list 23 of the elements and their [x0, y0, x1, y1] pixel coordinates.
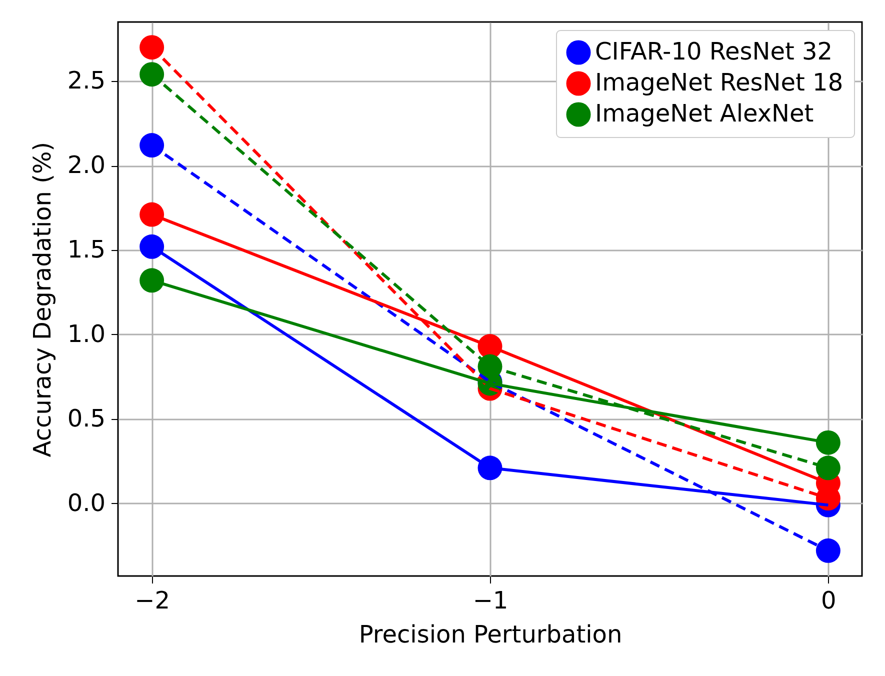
x-tick-label: −1 [472, 586, 508, 614]
point [140, 35, 164, 60]
point [816, 538, 840, 563]
y-axis-title: Accuracy Degradation (%) [28, 142, 56, 458]
point [140, 62, 164, 87]
y-tick-label: 0.0 [67, 488, 106, 517]
point [140, 133, 164, 158]
point [140, 202, 164, 227]
point [140, 268, 164, 293]
point [816, 430, 840, 455]
x-tick-label: −2 [134, 586, 170, 614]
point [816, 456, 840, 480]
point [140, 234, 164, 259]
y-tick-label: 1.5 [67, 236, 106, 264]
legend-label: ImageNet ResNet 18 [595, 68, 844, 96]
legend-label: CIFAR-10 ResNet 32 [595, 38, 833, 66]
y-tick-label: 2.5 [67, 66, 106, 95]
y-tick-label: 0.5 [67, 404, 106, 432]
x-tick-label: 0 [821, 586, 836, 614]
y-tick-label: 1.0 [67, 320, 106, 348]
y-tick-label: 2.0 [67, 151, 106, 180]
x-axis-title: Precision Perturbation [358, 620, 622, 648]
legend-label: ImageNet AlexNet [595, 100, 814, 128]
